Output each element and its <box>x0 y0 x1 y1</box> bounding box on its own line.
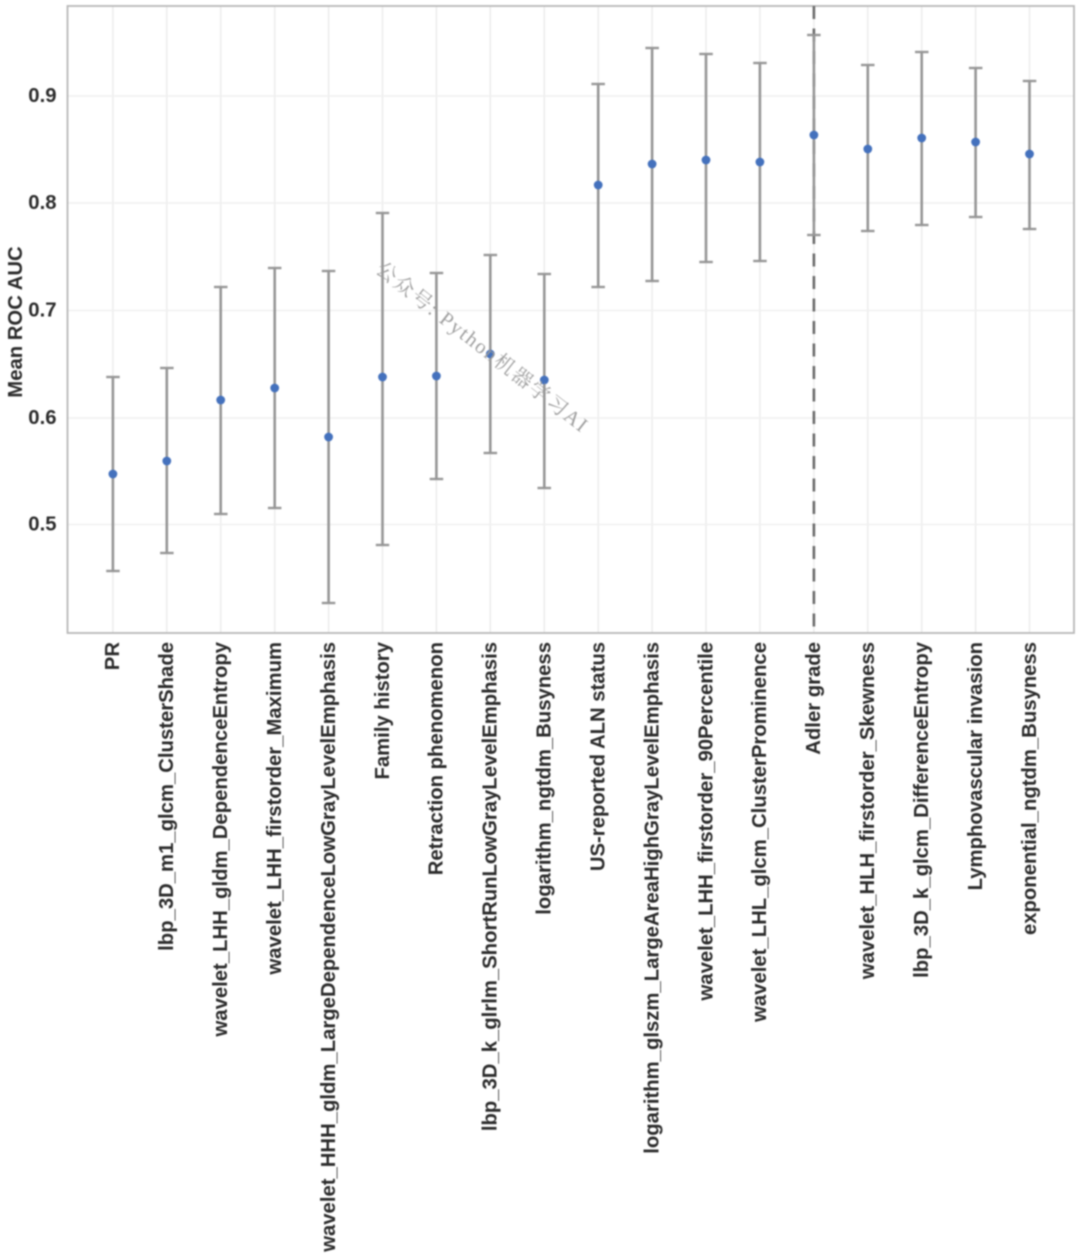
svg-text:0.9: 0.9 <box>28 85 56 107</box>
svg-text:lbp_3D_k_glcm_DifferenceEntrop: lbp_3D_k_glcm_DifferenceEntropy <box>911 641 933 978</box>
svg-text:Adler grade: Adler grade <box>803 642 825 755</box>
svg-text:Retraction phenomenon: Retraction phenomenon <box>426 642 448 875</box>
svg-text:Lymphovascular invasion: Lymphovascular invasion <box>965 642 987 890</box>
svg-text:Mean ROC AUC: Mean ROC AUC <box>5 246 27 398</box>
svg-text:wavelet_LHH_gldm_DependenceEnt: wavelet_LHH_gldm_DependenceEntropy <box>210 641 232 1037</box>
svg-text:lbp_3D_k_glrlm_ShortRunLowGray: lbp_3D_k_glrlm_ShortRunLowGrayLevelEmpha… <box>480 642 502 1131</box>
svg-text:wavelet_HHH_gldm_LargeDependen: wavelet_HHH_gldm_LargeDependenceLowGrayL… <box>318 642 340 1253</box>
svg-text:0.8: 0.8 <box>28 192 56 214</box>
svg-text:PR: PR <box>102 642 124 671</box>
svg-text:wavelet_LHH_firstorder_90Perce: wavelet_LHH_firstorder_90Percentile <box>695 642 717 1001</box>
svg-text:wavelet_LHH_firstorder_Maximum: wavelet_LHH_firstorder_Maximum <box>264 642 286 976</box>
svg-text:lbp_3D_m1_glcm_ClusterShade: lbp_3D_m1_glcm_ClusterShade <box>156 642 178 951</box>
svg-text:wavelet_LHL_glcm_ClusterPromin: wavelet_LHL_glcm_ClusterProminence <box>749 642 771 1023</box>
svg-text:logarithm_glszm_LargeAreaHighG: logarithm_glszm_LargeAreaHighGrayLevelEm… <box>641 642 663 1154</box>
svg-text:logarithm_ngtdm_Busyness: logarithm_ngtdm_Busyness <box>534 642 556 915</box>
svg-text:US-reported ALN status: US-reported ALN status <box>588 642 610 871</box>
svg-text:0.5: 0.5 <box>28 514 56 536</box>
svg-text:Family history: Family history <box>372 641 394 779</box>
svg-text:wavelet_HLH_firstorder_Skewnes: wavelet_HLH_firstorder_Skewness <box>857 642 879 980</box>
svg-text:0.7: 0.7 <box>28 300 56 322</box>
svg-text:0.6: 0.6 <box>28 407 56 429</box>
svg-text:exponential_ngtdm_Busyness: exponential_ngtdm_Busyness <box>1019 642 1041 935</box>
